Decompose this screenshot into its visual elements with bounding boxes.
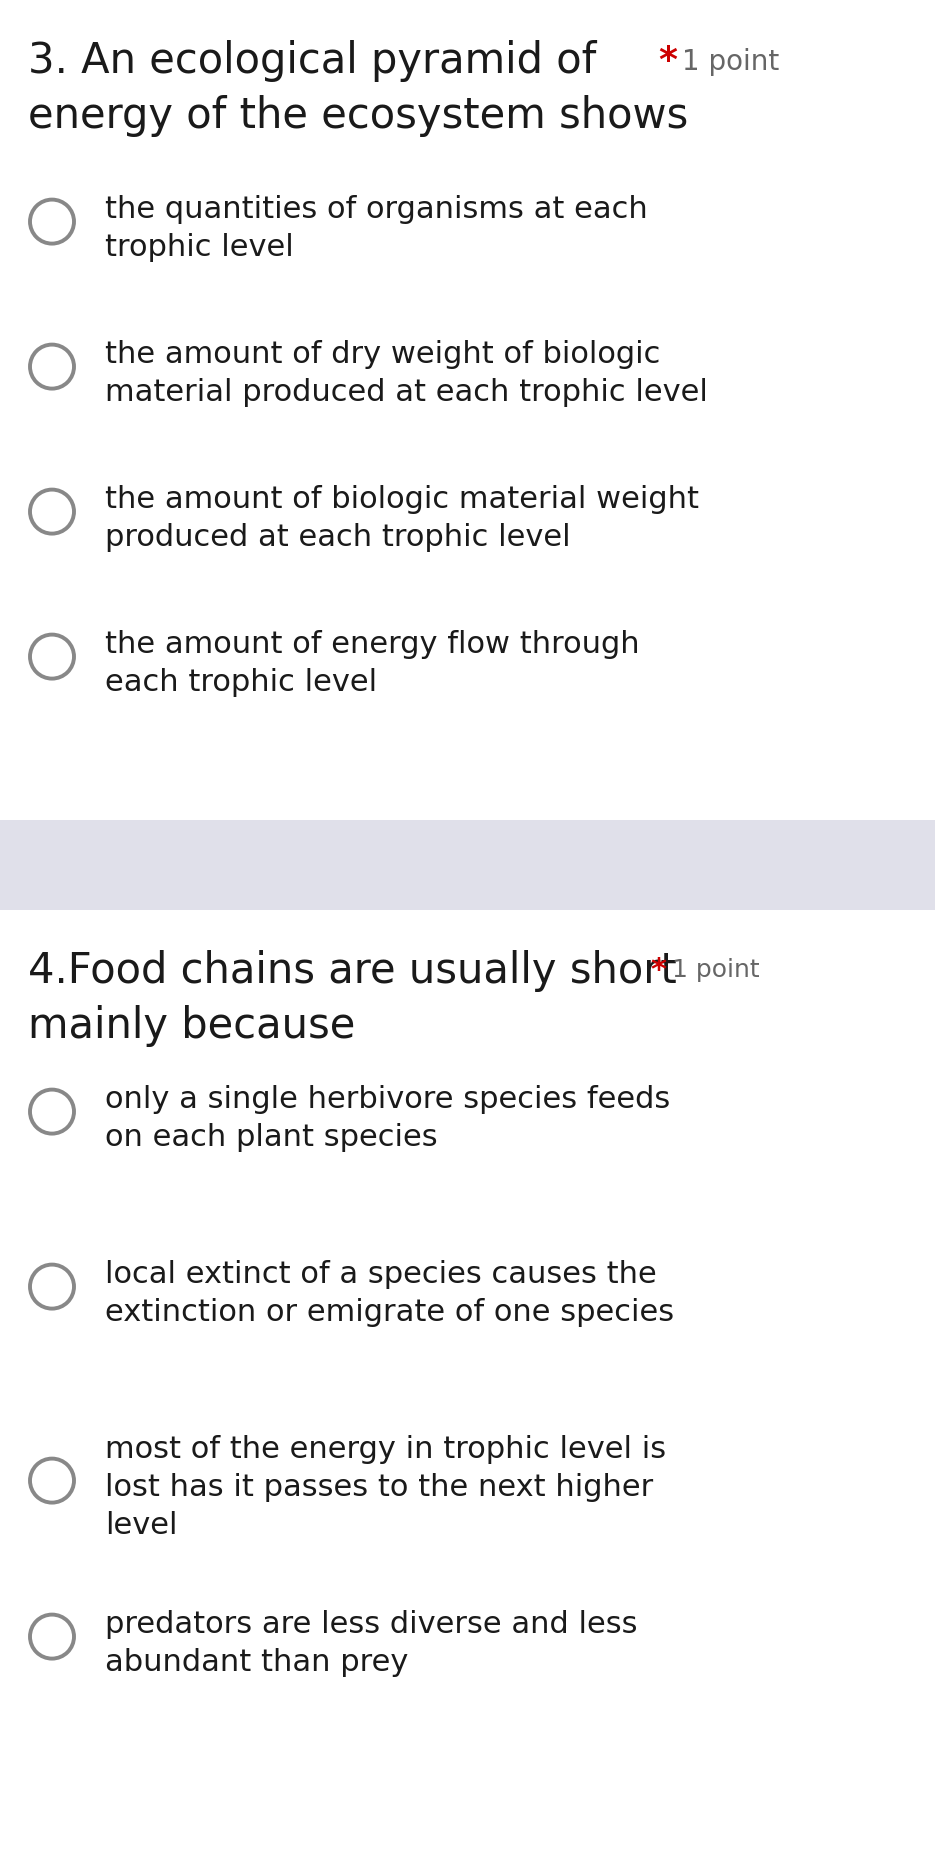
Text: *: * — [658, 45, 677, 78]
Text: the amount of biologic material weight: the amount of biologic material weight — [105, 486, 699, 514]
Text: the quantities of organisms at each: the quantities of organisms at each — [105, 194, 648, 224]
Text: produced at each trophic level: produced at each trophic level — [105, 523, 570, 553]
Text: extinction or emigrate of one species: extinction or emigrate of one species — [105, 1298, 674, 1326]
Text: level: level — [105, 1511, 178, 1539]
Text: energy of the ecosystem shows: energy of the ecosystem shows — [28, 95, 688, 136]
Text: mainly because: mainly because — [28, 1005, 355, 1046]
Text: *: * — [650, 956, 666, 984]
Text: the amount of dry weight of biologic: the amount of dry weight of biologic — [105, 340, 660, 370]
Text: most of the energy in trophic level is: most of the energy in trophic level is — [105, 1435, 666, 1465]
Text: local extinct of a species causes the: local extinct of a species causes the — [105, 1261, 656, 1289]
Text: 1 point: 1 point — [682, 49, 779, 77]
Text: trophic level: trophic level — [105, 234, 294, 262]
Text: on each plant species: on each plant species — [105, 1123, 438, 1153]
Text: abundant than prey: abundant than prey — [105, 1648, 409, 1677]
Text: 4.Food chains are usually short: 4.Food chains are usually short — [28, 951, 677, 992]
Text: lost has it passes to the next higher: lost has it passes to the next higher — [105, 1474, 654, 1502]
Text: 1 point: 1 point — [672, 958, 759, 983]
Text: predators are less diverse and less: predators are less diverse and less — [105, 1610, 638, 1638]
Text: material produced at each trophic level: material produced at each trophic level — [105, 377, 708, 407]
Bar — [0, 820, 935, 910]
Text: only a single herbivore species feeds: only a single herbivore species feeds — [105, 1085, 670, 1113]
Text: 3. An ecological pyramid of: 3. An ecological pyramid of — [28, 39, 597, 82]
Text: the amount of energy flow through: the amount of energy flow through — [105, 630, 650, 659]
Text: each trophic level: each trophic level — [105, 669, 377, 697]
